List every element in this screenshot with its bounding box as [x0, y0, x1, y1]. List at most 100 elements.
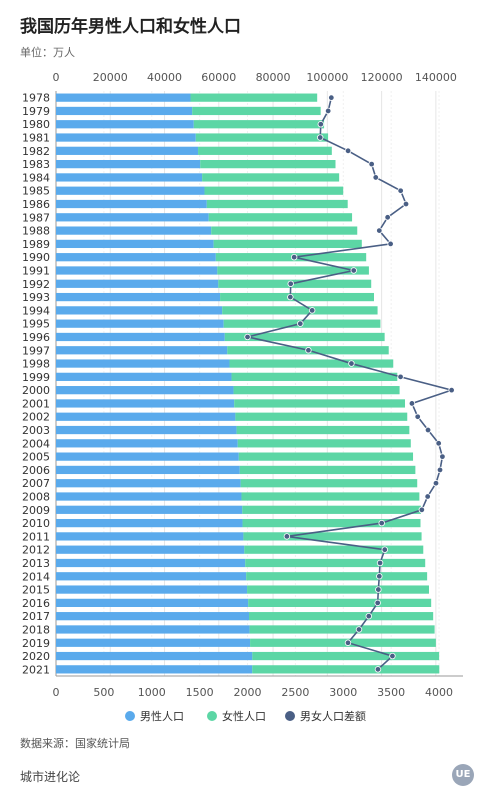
category-label: 2021 — [22, 663, 50, 676]
bar-male — [56, 279, 219, 288]
point-difference — [244, 333, 251, 341]
category-label: 1990 — [22, 251, 50, 264]
bar-male — [56, 412, 236, 421]
bar-female — [224, 332, 385, 342]
point-difference — [317, 134, 324, 141]
point-difference — [324, 107, 332, 115]
bar-female — [248, 598, 432, 607]
category-label: 2020 — [22, 650, 50, 663]
bar-male — [56, 319, 224, 328]
category-label: 1978 — [22, 92, 50, 105]
legend-label: 男女人口差额 — [300, 709, 366, 723]
category-label: 2013 — [22, 557, 50, 570]
point-difference — [344, 147, 352, 155]
bottom-axis-tick-label: 3500 — [377, 686, 405, 699]
point-difference — [290, 253, 298, 261]
bar-female — [246, 572, 428, 581]
point-difference — [387, 240, 394, 248]
bottom-axis-tick-label: 1500 — [186, 686, 214, 699]
point-difference — [448, 386, 455, 394]
category-label: 1987 — [22, 211, 50, 224]
point-difference — [439, 453, 446, 460]
point-difference — [375, 586, 382, 593]
bar-male — [56, 120, 194, 129]
top-axis-tick-label: 40000 — [147, 71, 182, 84]
legend-marker — [285, 711, 295, 721]
category-label: 2007 — [22, 477, 50, 490]
category-label: 2003 — [22, 424, 50, 437]
bar-female — [195, 133, 329, 142]
point-difference — [374, 666, 382, 673]
bar-male — [56, 492, 242, 501]
footer-brand: 城市进化论 — [20, 770, 81, 784]
bar-male — [56, 332, 225, 342]
bar-male — [56, 359, 230, 368]
point-difference — [402, 200, 410, 208]
top-axis-tick-label: 80000 — [256, 71, 291, 84]
bar-male — [56, 585, 248, 594]
point-difference — [414, 413, 421, 420]
point-difference — [355, 626, 363, 633]
category-label: 1998 — [22, 358, 50, 371]
point-difference — [374, 599, 381, 607]
bar-female — [198, 146, 332, 155]
point-difference — [397, 373, 404, 381]
point-difference — [432, 480, 440, 487]
unit-label: 单位：万人 — [20, 46, 75, 59]
point-difference — [418, 506, 426, 514]
bar-male — [56, 266, 218, 275]
point-difference — [376, 559, 384, 567]
bar-male — [56, 239, 214, 249]
bar-male — [56, 292, 221, 302]
point-difference — [378, 519, 385, 527]
bar-female — [200, 160, 336, 169]
bar-male — [56, 372, 232, 381]
category-label: 1992 — [22, 278, 50, 291]
top-axis-tick-label: 120000 — [361, 71, 403, 84]
bar-male — [56, 425, 237, 435]
bar-female — [242, 518, 421, 528]
point-difference — [381, 546, 388, 553]
bottom-axis-tick-label: 0 — [53, 686, 60, 699]
category-label: 1997 — [22, 344, 50, 357]
point-difference — [397, 187, 404, 194]
point-difference — [297, 320, 304, 327]
bar-female — [247, 585, 429, 594]
bar-female — [235, 412, 408, 421]
bar-female — [241, 492, 420, 501]
bar-male — [56, 572, 247, 581]
bar-female — [192, 106, 321, 116]
bar-female — [213, 239, 362, 249]
bar-female — [220, 292, 374, 302]
chart-title: 我国历年男性人口和女性人口 — [20, 17, 241, 37]
bar-male — [56, 598, 249, 607]
bar-male — [56, 612, 250, 621]
bar-male — [56, 346, 228, 355]
point-difference — [365, 612, 372, 620]
bar-female — [229, 359, 394, 368]
legend-marker — [125, 711, 135, 721]
point-difference — [384, 214, 391, 221]
top-axis-tick-label: 100000 — [306, 71, 348, 84]
bar-male — [56, 133, 196, 142]
category-label: 2004 — [22, 437, 50, 450]
category-label: 2000 — [22, 384, 50, 397]
bar-male — [56, 160, 201, 169]
category-label: 1982 — [22, 145, 50, 158]
bar-female — [245, 558, 426, 568]
category-label: 2001 — [22, 397, 50, 410]
bar-female — [238, 452, 414, 461]
point-difference — [287, 280, 294, 287]
bar-female — [211, 226, 358, 235]
bar-male — [56, 146, 199, 155]
category-label: 2009 — [22, 504, 50, 517]
category-label: 2002 — [22, 411, 50, 424]
bottom-axis-tick-label: 2500 — [281, 686, 309, 699]
bar-female — [239, 465, 416, 475]
bar-male — [56, 253, 216, 262]
category-label: 2014 — [22, 570, 50, 583]
line-difference — [247, 97, 455, 670]
bar-male — [56, 665, 253, 674]
bar-male — [56, 213, 209, 222]
category-label: 1999 — [22, 371, 50, 384]
